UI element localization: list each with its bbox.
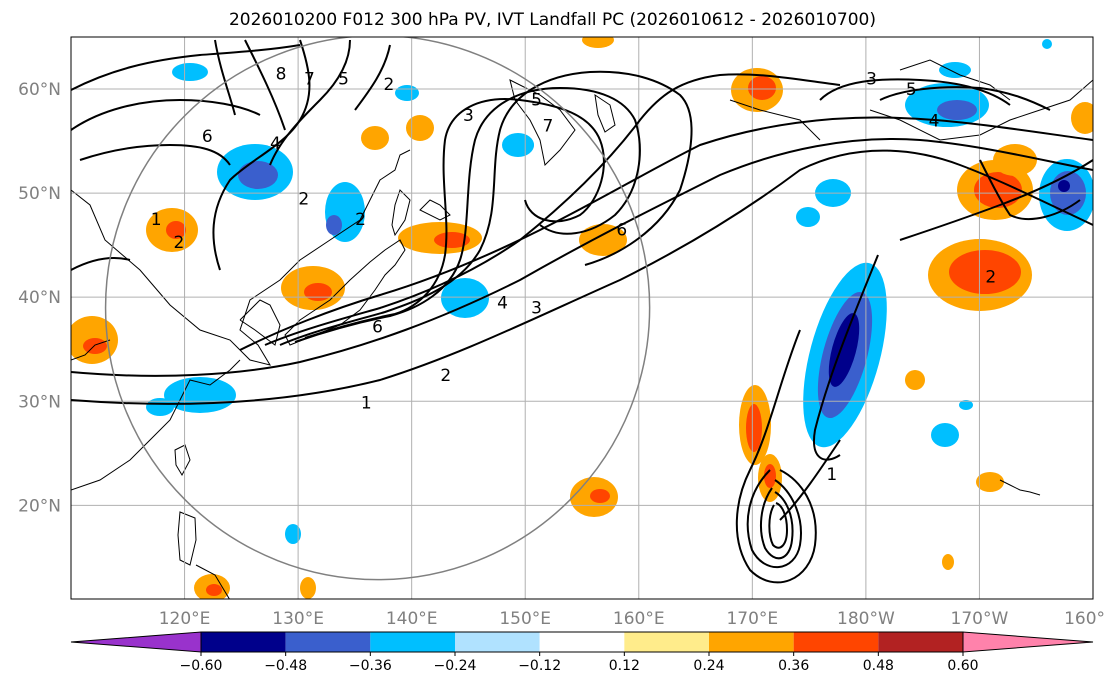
colorbar-swatch (709, 632, 794, 652)
colorbar-swatch (878, 632, 963, 652)
contour-label: 5 (338, 70, 349, 90)
contour-label: 7 (543, 116, 554, 136)
contour-label: 6 (616, 221, 627, 241)
colorbar-swatch (539, 632, 625, 652)
lat-tick-label: 60°N (18, 80, 61, 100)
lat-tick-label: 50°N (18, 184, 61, 204)
colorbar-tick-label: −0.60 (180, 658, 223, 674)
contours (71, 39, 1093, 584)
colorbar: −0.60 −0.48 −0.36 −0.24 −0.12 0.12 0.24 0.36 0.4… (70, 631, 1094, 674)
coastlines (71, 59, 1093, 599)
contour-label: 2 (355, 210, 366, 230)
colorbar-swatch (285, 632, 371, 652)
lon-tick-label: 150°E (499, 609, 551, 629)
colorbar-swatch (793, 632, 879, 652)
contour-label: 4 (270, 134, 281, 154)
colorbar-tick-label: 0.24 (693, 658, 724, 674)
contour-label: 8 (276, 64, 287, 84)
contour-label: 5 (906, 80, 917, 100)
map-frame (70, 36, 1094, 600)
colorbar-tick-label: −0.12 (518, 658, 561, 674)
colorbar-tick-label: 0.12 (609, 658, 640, 674)
contour-label: 7 (304, 70, 315, 90)
lon-tick-label: 130°E (272, 609, 324, 629)
colorbar-tick-label: −0.48 (264, 658, 307, 674)
contour-label: 6 (202, 127, 213, 147)
lon-tick-label: 180°W (837, 609, 895, 629)
colorbar-tick-label: −0.24 (434, 658, 477, 674)
contour-label: 6 (372, 317, 383, 337)
lon-tick-label: 120°E (159, 609, 211, 629)
lat-tick-label: 30°N (18, 392, 61, 412)
colorbar-extend-max (962, 631, 1094, 653)
lon-tick-label: 160°E (613, 609, 665, 629)
lon-tick-label: 140°E (386, 609, 438, 629)
contour-label: 2 (440, 366, 451, 386)
latitude-labels: 60°N 50°N 40°N 30°N 20°N (18, 80, 61, 516)
lat-tick-label: 40°N (18, 288, 61, 308)
colorbar-tick-label: 0.60 (947, 658, 978, 674)
contour-label: 1 (826, 465, 837, 485)
lon-tick-label: 160°W (1064, 609, 1105, 629)
contour-label: 3 (866, 70, 877, 90)
shading-layer (71, 37, 1093, 599)
contour-label: 4 (929, 111, 940, 131)
colorbar-tick-label: −0.36 (349, 658, 392, 674)
contour-label: 2 (173, 233, 184, 253)
plot-title: 2026010200 F012 300 hPa PV, IVT Landfall… (228, 10, 876, 30)
colorbar-outline (200, 631, 964, 653)
distance-circle (104, 37, 651, 581)
contour-label: 5 (531, 90, 542, 110)
contour-label: 3 (531, 299, 542, 319)
contour-label: 4 (497, 293, 508, 313)
contour-label: 2 (384, 75, 395, 95)
colorbar-swatch (455, 632, 540, 652)
contour-label: 3 (463, 106, 474, 126)
longitude-labels: 120°E 130°E 140°E 150°E 160°E 170°E 180°W 170°W… (159, 609, 1105, 629)
contour-label: 2 (298, 189, 309, 209)
colorbar-tick-label: 0.36 (778, 658, 809, 674)
contour-label: 2 (985, 267, 996, 287)
colorbar-extend-min (70, 631, 202, 653)
colorbar-swatch (370, 632, 455, 652)
lat-tick-label: 20°N (18, 496, 61, 516)
contour-label: 1 (361, 393, 372, 413)
colorbar-tick-label: 0.48 (863, 658, 894, 674)
colorbar-swatch (624, 632, 709, 652)
colorbar-swatch (201, 632, 286, 652)
lon-tick-label: 170°W (951, 609, 1009, 629)
lon-tick-label: 170°E (726, 609, 778, 629)
contour-label: 1 (151, 210, 162, 230)
